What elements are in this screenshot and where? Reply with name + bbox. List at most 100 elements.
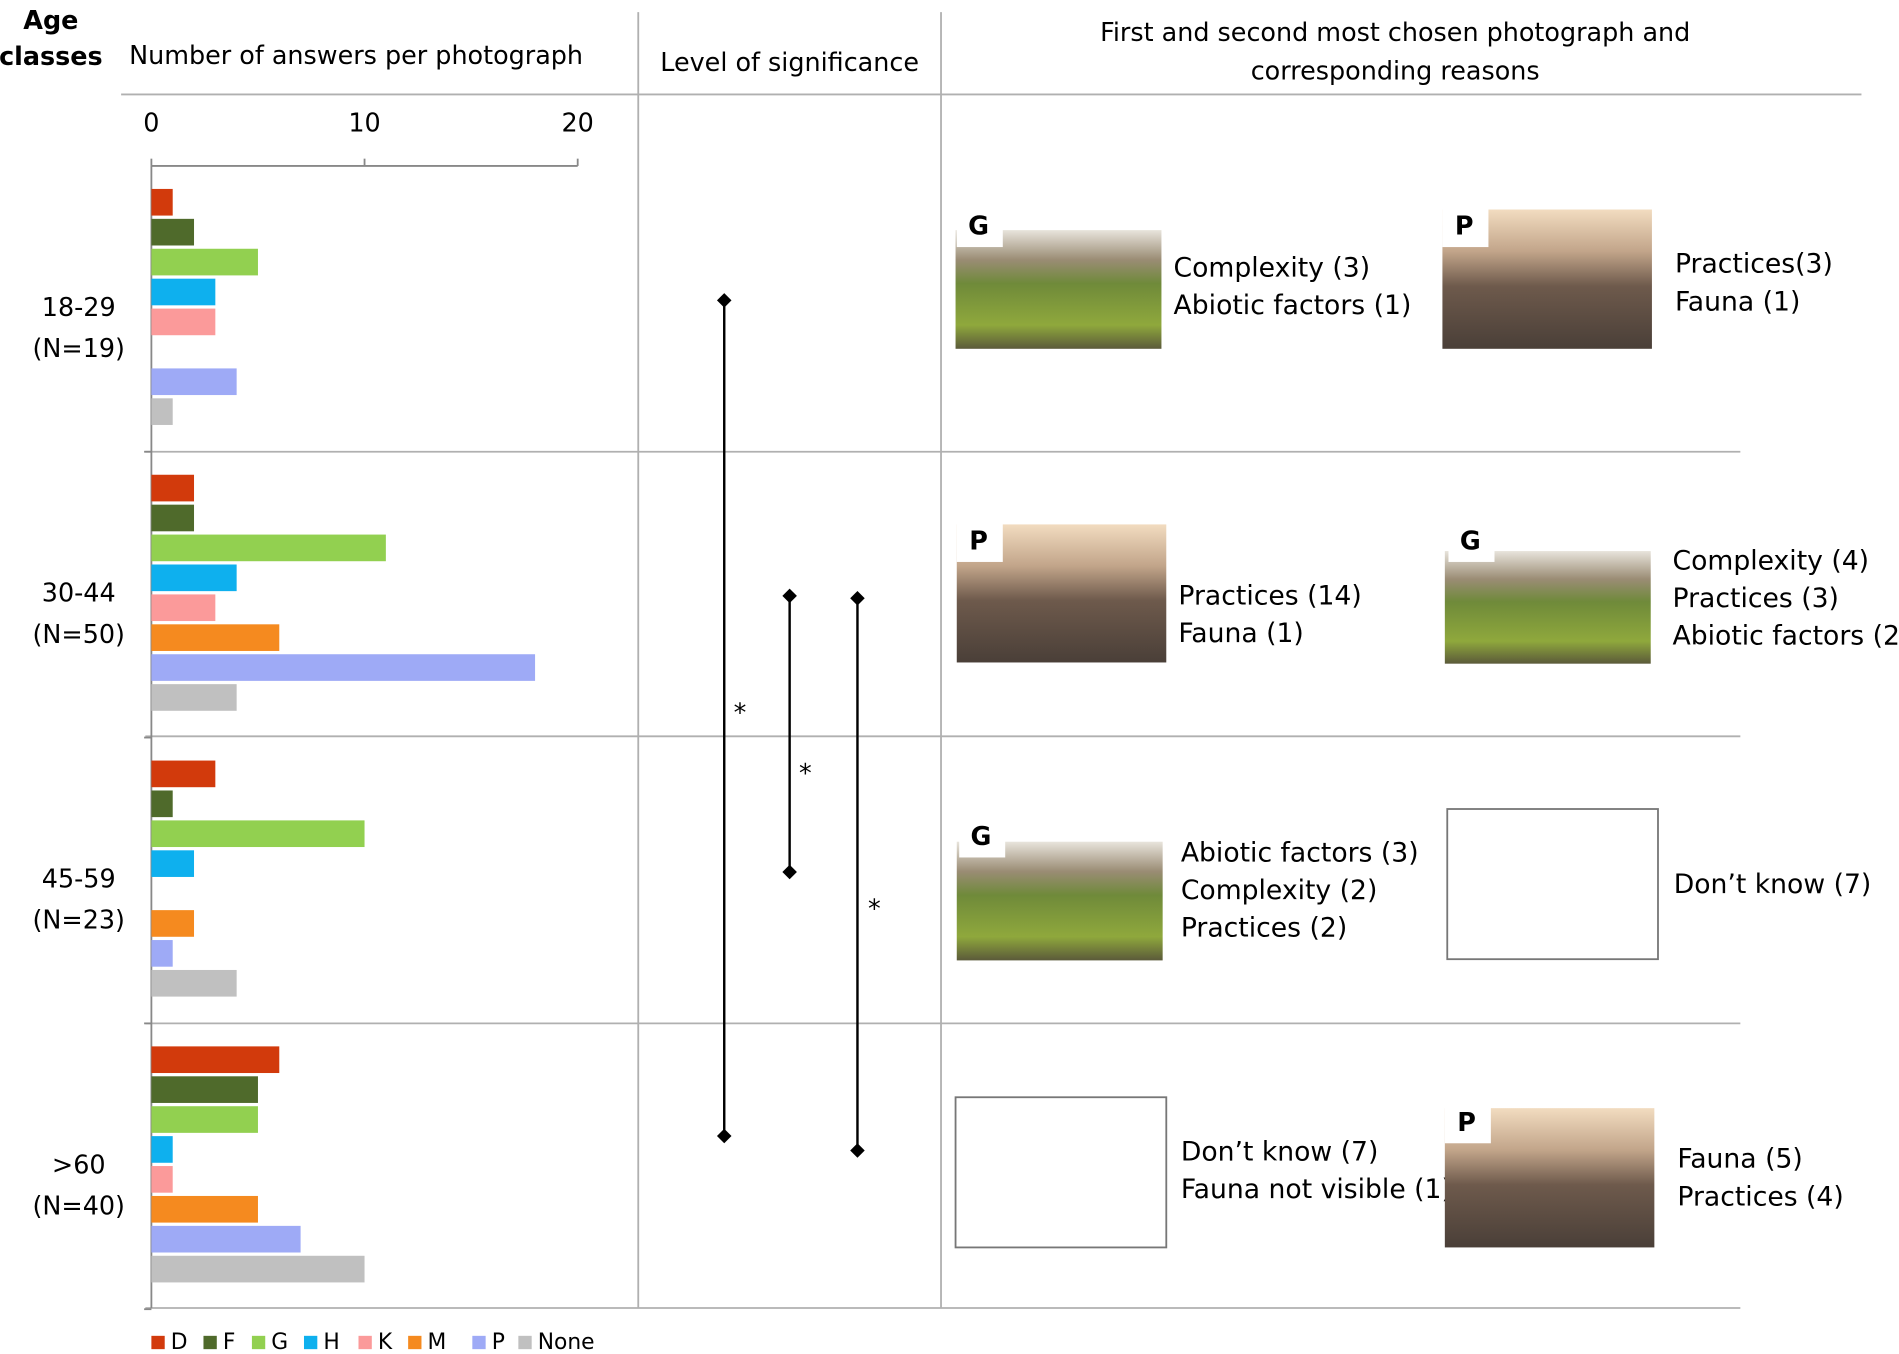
- reason: Practices (14): [1178, 581, 1361, 612]
- bar: [151, 1166, 173, 1193]
- legend-swatch: [358, 1335, 372, 1350]
- x-tick-label: 0: [143, 108, 159, 138]
- chart-title: Number of answers per photograph: [129, 40, 583, 70]
- legend-label: None: [538, 1330, 595, 1354]
- bracket-end: [850, 591, 865, 606]
- photo-label: G: [968, 211, 989, 241]
- bar: [151, 624, 280, 651]
- significance-title: Level of significance: [660, 47, 919, 77]
- bar: [151, 564, 237, 592]
- legend-swatch: [408, 1335, 422, 1350]
- reason: Fauna (5): [1677, 1144, 1802, 1175]
- photo-title: corresponding reasons: [1251, 56, 1540, 86]
- bar: [151, 1076, 258, 1103]
- bar: [151, 969, 237, 997]
- photo-label-bg: [956, 523, 1003, 562]
- category-label: >60: [52, 1149, 106, 1179]
- frame: [121, 12, 1862, 1309]
- photo-label: P: [1457, 1107, 1476, 1137]
- bar: [151, 594, 216, 622]
- bar: [151, 308, 216, 336]
- photo-label-bg: [1442, 208, 1489, 248]
- legend-label: G: [271, 1330, 288, 1354]
- legend-swatch: [251, 1335, 266, 1350]
- bracket-end: [716, 293, 732, 308]
- legend-label: D: [171, 1330, 188, 1354]
- category-label: 30-44: [42, 578, 116, 608]
- row-header: Age: [23, 5, 78, 35]
- photo-label: G: [1460, 526, 1481, 556]
- bracket-end: [782, 864, 797, 880]
- bar: [151, 790, 173, 818]
- bar: [151, 684, 237, 711]
- bar: [151, 248, 258, 276]
- category-note: (N=23): [32, 905, 125, 935]
- legend-label: P: [492, 1330, 505, 1354]
- bar: [151, 760, 216, 788]
- reason: Abiotic factors (1): [1174, 290, 1412, 321]
- bar: [151, 504, 195, 532]
- significance-mark: *: [868, 894, 881, 924]
- legend-label: F: [223, 1330, 236, 1354]
- empty-photo: [954, 1096, 1168, 1249]
- bracket-end: [850, 1143, 865, 1158]
- bar: [151, 1195, 258, 1223]
- photo-label: P: [969, 526, 988, 556]
- photo-label-bg: [956, 208, 1003, 248]
- photo: [955, 230, 1162, 349]
- photo-title: First and second most chosen photograph …: [1100, 17, 1690, 47]
- significance-mark: *: [734, 698, 747, 728]
- bar: [151, 188, 173, 216]
- reason: Practices (3): [1673, 583, 1839, 614]
- bar: [151, 1046, 280, 1074]
- reason: Fauna not visible (1): [1181, 1174, 1452, 1205]
- bar: [151, 278, 216, 306]
- reason: Complexity (3): [1174, 252, 1371, 283]
- bar: [151, 850, 195, 877]
- photo-label: G: [971, 821, 992, 851]
- reason: Fauna (1): [1675, 286, 1800, 317]
- reason: Don’t know (7): [1674, 869, 1872, 900]
- reason: Abiotic factors (2): [1673, 621, 1899, 652]
- empty-photo: [1446, 808, 1659, 961]
- bar: [151, 940, 173, 967]
- bar: [151, 1136, 173, 1163]
- row-header: classes: [0, 41, 103, 71]
- photo-label: P: [1455, 211, 1474, 241]
- reason: Complexity (2): [1181, 875, 1378, 906]
- legend-swatch: [472, 1335, 486, 1350]
- photo-label-bg: [1444, 1104, 1491, 1144]
- photo-label-bg: [1448, 523, 1495, 562]
- bar: [151, 368, 237, 396]
- reason: Abiotic factors (3): [1181, 837, 1419, 868]
- legend-label: H: [323, 1330, 339, 1354]
- bar: [151, 820, 365, 848]
- reason: Practices (2): [1181, 912, 1347, 943]
- reason: Fauna (1): [1178, 618, 1303, 649]
- bar: [151, 654, 536, 681]
- reason: Practices (4): [1677, 1181, 1843, 1212]
- x-tick-label: 10: [348, 108, 380, 138]
- bar: [151, 1255, 365, 1283]
- legend-label: K: [378, 1330, 393, 1354]
- reason: Practices(3): [1675, 249, 1833, 280]
- photo: [956, 841, 1163, 961]
- category-label: 18-29: [42, 292, 116, 322]
- bar: [151, 474, 195, 502]
- bar: [151, 218, 195, 246]
- category-note: (N=50): [32, 619, 125, 649]
- category-label: 45-59: [42, 863, 116, 893]
- bar: [151, 910, 195, 937]
- reason: Complexity (4): [1673, 545, 1870, 576]
- photo-label-bg: [959, 818, 1006, 858]
- x-tick-label: 20: [562, 108, 594, 138]
- bar: [151, 534, 386, 562]
- bar: [151, 398, 173, 425]
- category-note: (N=40): [32, 1190, 125, 1220]
- photo: [1444, 551, 1651, 664]
- legend-swatch: [303, 1335, 318, 1350]
- legend-swatch: [203, 1335, 217, 1350]
- significance-mark: *: [799, 758, 812, 788]
